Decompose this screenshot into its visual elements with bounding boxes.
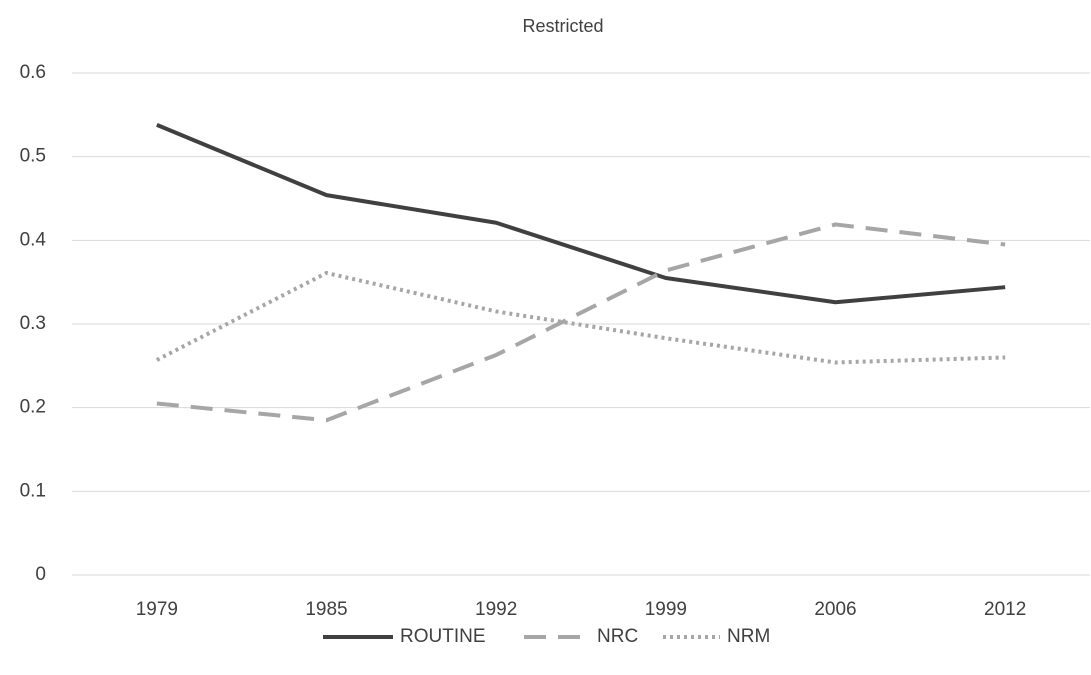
legend-label: NRM <box>727 626 770 647</box>
x-tick-label: 2006 <box>814 599 856 620</box>
x-tick-label: 1979 <box>136 599 178 620</box>
y-tick-label: 0 <box>35 564 46 585</box>
y-tick-label: 0.2 <box>20 397 46 418</box>
x-tick-label: 1985 <box>305 599 347 620</box>
x-tick-label: 2012 <box>984 599 1026 620</box>
chart-title: Restricted <box>522 16 603 36</box>
y-tick-label: 0.4 <box>20 229 47 250</box>
y-tick-label: 0.3 <box>20 313 46 334</box>
legend-label: NRC <box>597 626 638 647</box>
line-series <box>155 270 1006 365</box>
y-tick-label: 0.1 <box>20 480 46 501</box>
x-tick-label: 1999 <box>645 599 687 620</box>
legend-label: ROUTINE <box>400 626 486 647</box>
x-tick-label: 1992 <box>475 599 517 620</box>
y-tick-label: 0.5 <box>20 146 46 167</box>
line-series <box>156 222 1006 423</box>
line-series <box>156 123 1006 305</box>
y-tick-label: 0.6 <box>20 62 46 83</box>
